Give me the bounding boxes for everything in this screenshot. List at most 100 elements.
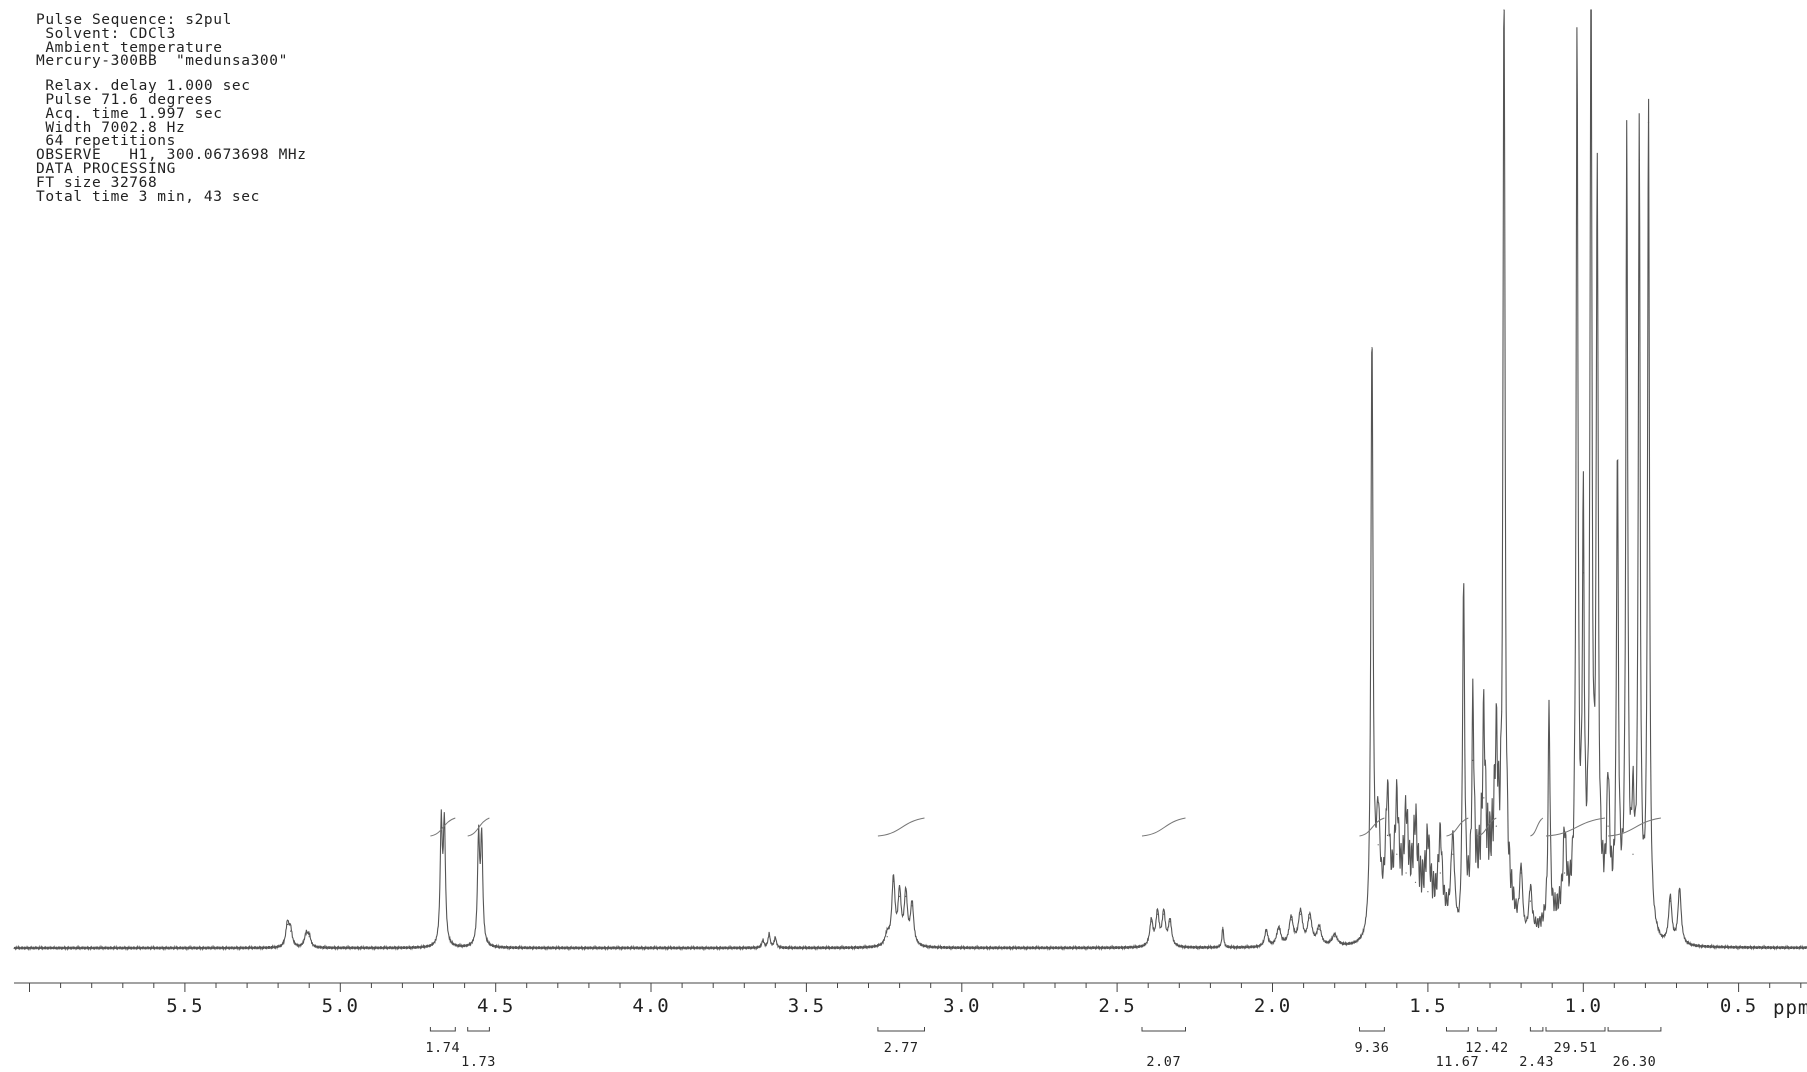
integral-curve <box>467 817 490 837</box>
peak-point <box>1265 930 1267 932</box>
x-tick-label: 4.0 <box>632 995 669 1017</box>
integral-bracket <box>877 1027 925 1032</box>
peak-point <box>308 936 310 938</box>
integral-value: 1.74 <box>425 1040 460 1056</box>
header-line: DATA PROCESSING <box>36 160 176 177</box>
x-tick-label: 4.5 <box>477 995 514 1017</box>
peak-point <box>1632 853 1634 855</box>
peak-point <box>481 840 483 842</box>
peak-point <box>1439 872 1441 874</box>
peak-point <box>443 827 445 829</box>
peak-point <box>774 937 776 939</box>
peak-point <box>1452 853 1454 855</box>
peak-point <box>1495 825 1497 827</box>
header-line: Solvent: CDCl3 <box>36 25 176 42</box>
integral-bracket <box>1359 1027 1385 1032</box>
integral-bracket <box>429 1027 456 1032</box>
integral-value: 2.77 <box>884 1040 919 1056</box>
ppm-axis: 5.5 5.0 4.5 4.0 3.5 3.0 2.5 2.0 1.5 1.0 0.5 ppm <box>14 982 1807 1019</box>
integral-curve <box>1608 817 1661 837</box>
integral-bracket <box>1607 1027 1662 1032</box>
header-line: 64 repetitions <box>36 133 176 150</box>
peak-point <box>1414 881 1417 883</box>
integral-value: 29.51 <box>1554 1040 1598 1056</box>
peak-point <box>1290 919 1292 921</box>
integral-curve <box>1359 817 1385 837</box>
peak-point <box>1596 215 1598 217</box>
header-line: Pulse Sequence: s2pul <box>36 12 232 28</box>
integral-bracket <box>1141 1027 1186 1032</box>
peak-point <box>1548 731 1550 733</box>
header-line: Acq. time 1.997 sec <box>36 105 223 122</box>
peak-point <box>1472 759 1474 762</box>
integral-curve <box>1545 817 1606 837</box>
integral-value: 11.67 <box>1436 1054 1480 1070</box>
integral-value: 1.73 <box>461 1054 496 1070</box>
x-axis-unit: ppm <box>1773 997 1807 1019</box>
peak-point <box>1405 872 1407 874</box>
peak-point <box>478 840 480 842</box>
peak-point <box>1278 928 1280 930</box>
peak-point <box>1607 825 1609 827</box>
header-line: Total time 3 min, 43 sec <box>36 188 260 205</box>
x-tick-label: 0.5 <box>1720 995 1757 1017</box>
peak-point <box>1576 84 1578 86</box>
peak-point <box>1156 913 1159 915</box>
integral-bracket <box>1529 1027 1544 1032</box>
peak-point <box>886 936 888 938</box>
peak-point <box>1169 921 1171 923</box>
peak-point <box>1582 572 1584 574</box>
peak-point <box>1483 797 1485 799</box>
peak-point <box>1371 347 1373 349</box>
peak-point <box>1520 872 1522 874</box>
header-line: Ambient temperature <box>36 39 223 56</box>
peak-point <box>892 880 895 883</box>
integral-value: 12.42 <box>1465 1040 1509 1056</box>
integral-bracket <box>1446 1027 1469 1032</box>
peak-point <box>905 895 907 898</box>
peak-point <box>305 934 307 936</box>
integral-curve <box>1530 817 1544 837</box>
peak-point <box>1396 853 1398 855</box>
peak-point <box>1647 122 1650 124</box>
x-tick-label: 3.5 <box>788 995 825 1017</box>
peak-point <box>1638 159 1640 161</box>
header-line: Pulse 71.6 degrees <box>36 91 214 108</box>
peak-point <box>1334 936 1336 938</box>
header-line: Width 7002.8 Hz <box>36 119 186 136</box>
peak-point <box>1377 844 1379 846</box>
peak-point <box>1564 872 1566 874</box>
integral-curve <box>1446 817 1469 837</box>
integral-value: 26.30 <box>1613 1054 1657 1070</box>
peak-point <box>1679 891 1681 893</box>
integral-bracket <box>1477 1027 1497 1032</box>
peak-point <box>286 923 289 926</box>
integral-curve <box>1141 817 1186 837</box>
peak-point <box>290 930 292 932</box>
x-tick-label: 3.0 <box>943 995 980 1017</box>
peak-point <box>1616 497 1618 499</box>
peak-point <box>1386 834 1389 837</box>
peak-point <box>1590 9 1592 11</box>
integral-value: 2.43 <box>1519 1054 1554 1070</box>
peak-point <box>1222 926 1224 929</box>
peak-point <box>911 905 913 907</box>
x-tick-label: 1.0 <box>1565 995 1602 1017</box>
x-tick-label: 5.5 <box>166 995 203 1017</box>
peak-point <box>1318 928 1320 930</box>
peak-point <box>768 933 770 935</box>
x-tick-label: 2.0 <box>1254 995 1291 1017</box>
acquisition-parameters: Pulse Sequence: s2pul Solvent: CDCl3 Amb… <box>36 12 307 205</box>
header-line: OBSERVE H1, 300.0673698 MHz <box>36 147 307 164</box>
peak-point <box>1299 913 1302 915</box>
peak-point <box>1150 921 1152 923</box>
peak-point <box>1529 900 1531 902</box>
integral-curve <box>877 817 925 837</box>
integral-curve <box>430 817 456 837</box>
x-tick-label: 1.5 <box>1409 995 1446 1017</box>
peak-point <box>1427 891 1429 893</box>
x-tick-label: 5.0 <box>322 995 359 1017</box>
peak-point <box>762 939 764 942</box>
